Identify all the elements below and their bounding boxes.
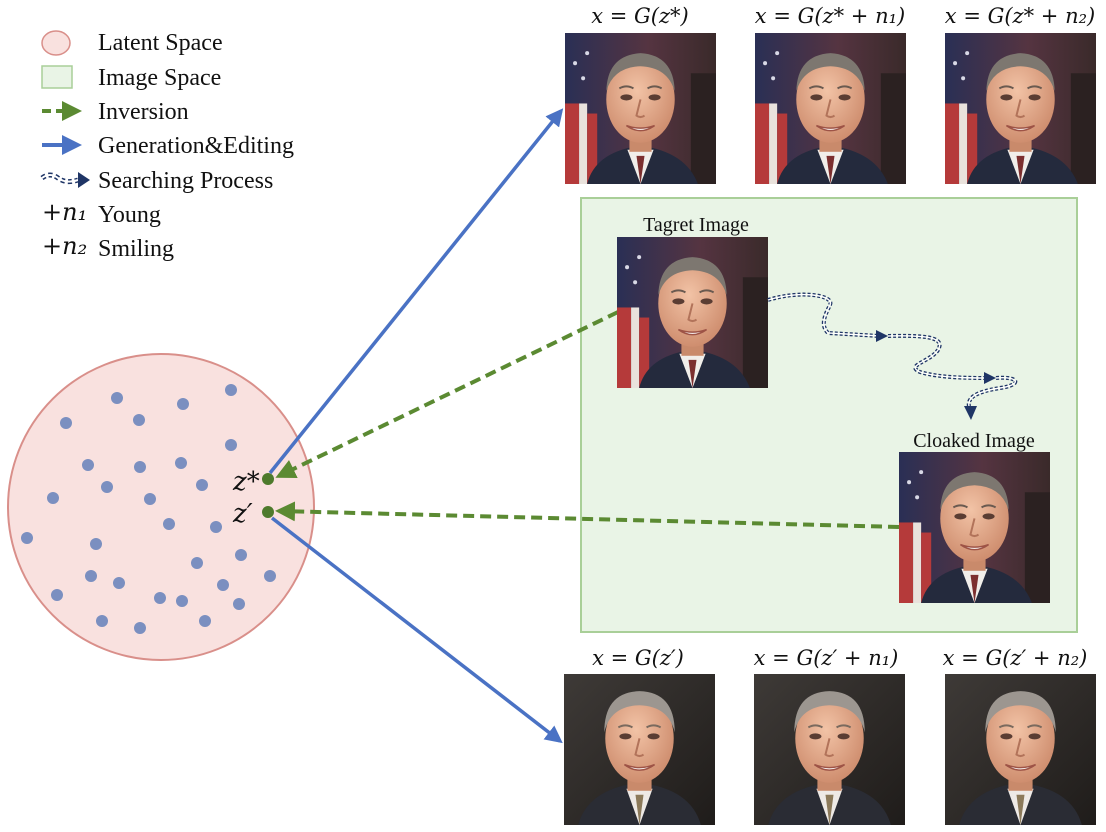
latent-sample [47, 492, 59, 504]
legend-young: +n₁ Young [42, 198, 161, 228]
legend-latent-space-label: Latent Space [98, 30, 223, 56]
legend-searching-process-label: Searching Process [98, 168, 273, 194]
latent-samples [21, 384, 276, 634]
image-space-swatch-icon [41, 65, 73, 89]
face-photo-smiling [945, 33, 1096, 184]
z-star-point [262, 473, 274, 485]
legend-smiling-label: Smiling [98, 236, 174, 262]
latent-sample [176, 595, 188, 607]
generation-arrows [268, 108, 564, 744]
latent-sample [134, 622, 146, 634]
latent-sample [225, 439, 237, 451]
latent-sample [90, 538, 102, 550]
legend-generation-editing-label: Generation&Editing [98, 133, 294, 159]
top-caption-2: x = G(z* + n₁) [755, 4, 905, 28]
latent-sample [113, 577, 125, 589]
face-photo-original [565, 33, 716, 184]
double-dashed-arrow-icon [40, 172, 90, 188]
latent-sample [144, 493, 156, 505]
legend-generation-editing: Generation&Editing [42, 133, 294, 159]
latent-sample [235, 549, 247, 561]
latent-sample [21, 532, 33, 544]
latent-sample [60, 417, 72, 429]
latent-sample [210, 521, 222, 533]
latent-sample [134, 461, 146, 473]
latent-sample [96, 615, 108, 627]
searching-path [767, 292, 1018, 420]
bottom-caption-3: x = G(z′ + n₂) [943, 646, 1088, 670]
legend-inversion-label: Inversion [98, 99, 189, 125]
inversion-arrow-cloaked [275, 501, 900, 529]
face-photo-young [755, 33, 906, 184]
legend-young-symbol: +n₁ [42, 198, 87, 226]
z-prime-point [262, 506, 274, 518]
latent-sample [111, 392, 123, 404]
legend-image-space: Image Space [41, 65, 221, 91]
latent-sample [196, 479, 208, 491]
face-photo-cloaked-smiling [945, 674, 1096, 825]
latent-space-circle: z* z′ [7, 353, 315, 661]
latent-sample [163, 518, 175, 530]
target-face-photo [617, 237, 768, 388]
latent-sample [191, 557, 203, 569]
latent-sample [82, 459, 94, 471]
latent-sample [177, 398, 189, 410]
latent-sample [51, 589, 63, 601]
legend-young-label: Young [98, 202, 161, 228]
bottom-row: x = G(z′) x = G(z′ + n₁) x = G(z′ + n₂) [564, 646, 1096, 825]
image-space-content: Tagret Image Cloaked Image [617, 214, 1050, 603]
z-star-label: z* [232, 467, 260, 497]
latent-sample [217, 579, 229, 591]
bottom-caption-2: x = G(z′ + n₁) [754, 646, 899, 670]
legend-image-space-label: Image Space [98, 65, 221, 91]
top-row: x = G(z*) x = G(z* + n₁) x = G(z* + n₂) [565, 4, 1096, 184]
legend-smiling-symbol: +n₂ [42, 232, 87, 260]
latent-space-swatch-icon [41, 30, 71, 56]
latent-sample [233, 598, 245, 610]
face-photo-cloaked-young [754, 674, 905, 825]
latent-sample [101, 481, 113, 493]
top-caption-1: x = G(z*) [591, 4, 689, 28]
latent-sample [264, 570, 276, 582]
generation-arrow-bottom [270, 516, 563, 744]
legend-inversion: Inversion [42, 99, 189, 125]
legend-latent-space: Latent Space [41, 30, 223, 56]
latent-sample [225, 384, 237, 396]
latent-sample [199, 615, 211, 627]
latent-sample [133, 414, 145, 426]
legend-smiling: +n₂ Smiling [42, 232, 174, 262]
top-caption-3: x = G(z* + n₂) [945, 4, 1095, 28]
target-image-label: Tagret Image [643, 214, 749, 236]
legend-searching-process: Searching Process [40, 168, 273, 194]
latent-sample [154, 592, 166, 604]
cloaked-face-photo [899, 452, 1050, 603]
bottom-caption-1: x = G(z′) [592, 646, 684, 670]
cloaked-image-label: Cloaked Image [913, 430, 1035, 452]
z-prime-label: z′ [232, 499, 253, 529]
legend: Latent Space Image Space Inversion Gener… [40, 30, 294, 262]
inversion-arrow-target [275, 310, 619, 479]
face-photo-cloaked-original [564, 674, 715, 825]
generation-arrow-top [268, 108, 564, 475]
latent-sample [175, 457, 187, 469]
inversion-arrows [275, 310, 900, 529]
latent-sample [85, 570, 97, 582]
